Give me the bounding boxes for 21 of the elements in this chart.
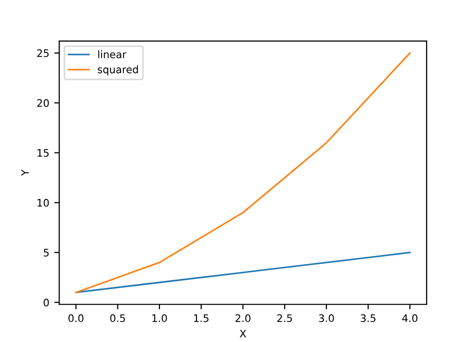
x-tick-label: 0.5 (110, 314, 125, 322)
line-series (75, 52, 411, 294)
y-tick-label: 25 (37, 49, 49, 58)
x-tick-label: 1.0 (152, 314, 167, 322)
y-axis-title: Y (21, 170, 29, 176)
line-series (75, 252, 411, 294)
x-tick-label: 3.5 (360, 314, 376, 322)
y-tick-label: 0 (44, 298, 49, 306)
y-tick-label: 20 (37, 99, 49, 107)
x-tick-label: 4.0 (402, 314, 418, 322)
x-axis-title: X (240, 330, 246, 338)
legend-label: linear (98, 50, 126, 58)
y-tick-label: 5 (44, 248, 49, 257)
legend-label: squared (98, 65, 138, 76)
y-tick-label: 10 (38, 198, 49, 207)
x-tick-label: 2.0 (236, 314, 250, 322)
x-tick-label: 1.5 (194, 314, 208, 322)
x-tick-label: 3.0 (319, 314, 334, 322)
x-tick-label: 2.5 (277, 314, 292, 322)
x-tick-label: 0.0 (68, 314, 84, 322)
y-tick-label: 15 (38, 149, 49, 157)
